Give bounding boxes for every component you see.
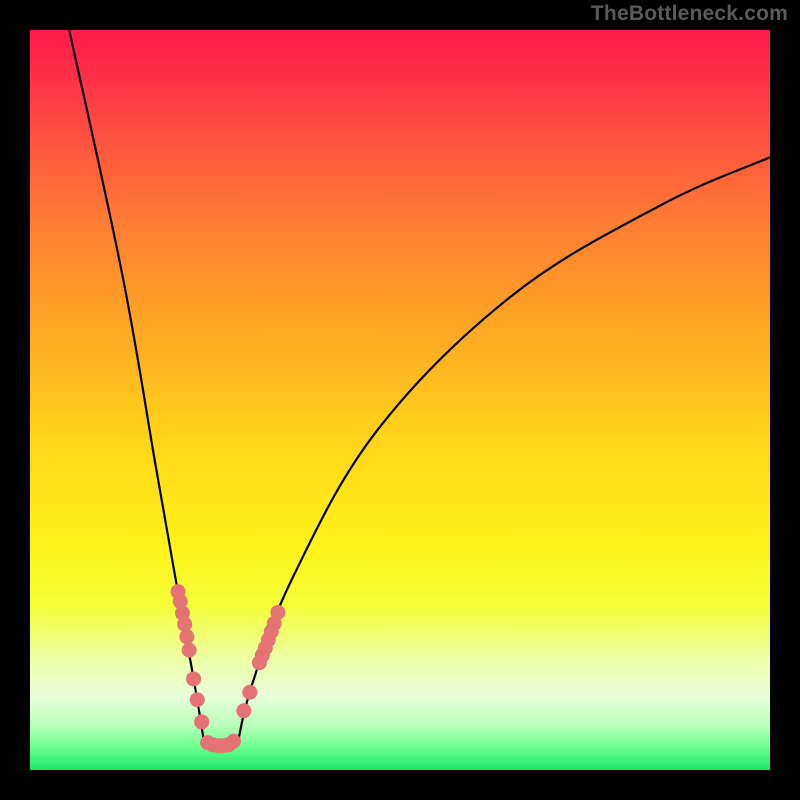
data-marker (242, 685, 257, 700)
data-marker (177, 617, 192, 632)
bottleneck-curve-chart (30, 30, 770, 770)
watermark-text: TheBottleneck.com (591, 2, 788, 26)
data-marker (226, 734, 241, 749)
chart-frame: TheBottleneck.com (0, 0, 800, 800)
data-marker (270, 605, 285, 620)
data-marker (182, 643, 197, 658)
data-marker (236, 703, 251, 718)
data-marker (179, 629, 194, 644)
data-marker (194, 714, 209, 729)
data-marker (186, 671, 201, 686)
chart-background (30, 30, 770, 770)
data-marker (190, 692, 205, 707)
